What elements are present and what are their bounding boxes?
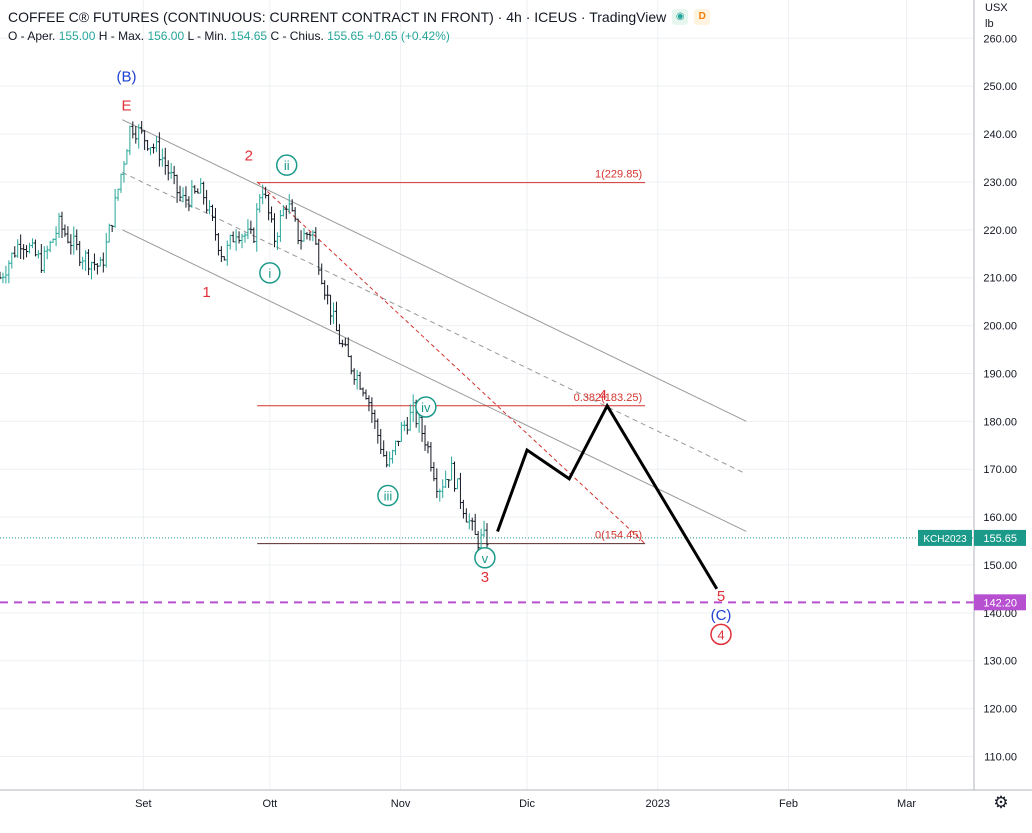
wave-label-circle xyxy=(474,547,496,569)
y-tick-label: 210.00 xyxy=(983,273,1017,285)
y-tick-label: 110.00 xyxy=(984,751,1017,763)
axis-unit-selector[interactable]: USX lb xyxy=(975,0,1032,32)
x-tick-label: Feb xyxy=(779,798,798,810)
y-tick-label: 250.00 xyxy=(983,81,1017,93)
wave-label: E xyxy=(121,97,131,114)
candles xyxy=(0,120,489,556)
fib-label: 0(154.45) xyxy=(595,530,642,542)
symbol-tag xyxy=(918,529,972,546)
time-axis-bg xyxy=(0,790,1032,833)
y-tick-label: 170.00 xyxy=(983,464,1017,476)
grid xyxy=(0,0,974,790)
y-tick-label: 240.00 xyxy=(983,129,1017,141)
symbol-label: KCH2023 xyxy=(923,534,967,545)
wave-label: iii xyxy=(384,489,393,504)
y-tick-label: 200.00 xyxy=(983,321,1017,333)
wave-label-circle xyxy=(275,154,298,176)
wave-labels: (B) E 2 ii 1 i iv iii v 3 4 5 (C) 4 xyxy=(116,69,732,646)
wave-label: 1 xyxy=(202,284,210,301)
x-tick-label: Nov xyxy=(391,798,411,810)
wave-label: 3 xyxy=(481,569,489,586)
y-tick-label: 120.00 xyxy=(983,704,1017,716)
gear-icon[interactable]: ⚙ xyxy=(993,793,1009,812)
y-tick-label: 130.00 xyxy=(983,656,1017,668)
y-tick-label: 160.00 xyxy=(983,512,1017,524)
wave-label: (C) xyxy=(711,607,732,624)
x-tick-label: Set xyxy=(135,798,152,810)
wave-label: 4 xyxy=(717,627,724,642)
wave-label-circle xyxy=(415,396,437,418)
wave-label: ii xyxy=(284,158,290,173)
y-tick-label: 150.00 xyxy=(983,560,1017,572)
y-tick-label: 230.00 xyxy=(983,177,1017,189)
channel-lines xyxy=(122,119,747,545)
wave-label: v xyxy=(482,551,489,566)
unit-label: lb xyxy=(985,18,994,30)
wave-label: 4 xyxy=(599,387,607,404)
x-tick-label: 2023 xyxy=(646,798,670,810)
target-price-label: 142.20 xyxy=(983,597,1017,609)
y-tick-label: 190.00 xyxy=(983,368,1017,380)
y-tick-label: 140.00 xyxy=(983,608,1017,620)
projection-path xyxy=(496,402,719,590)
price-axis-bg xyxy=(974,0,1032,833)
x-tick-label: Mar xyxy=(897,798,916,810)
channel-line xyxy=(122,229,747,532)
fib-label: 0.382(183.25) xyxy=(574,392,643,404)
projection-polyline xyxy=(496,402,719,590)
y-tick-label: 220.00 xyxy=(983,225,1017,237)
trend-dashed-line xyxy=(256,181,646,545)
currency-label: USX xyxy=(985,2,1008,14)
wave-label: i xyxy=(268,266,271,281)
wave-label: iv xyxy=(421,400,431,415)
last-price-label: 155.65 xyxy=(983,533,1017,545)
wave-label: 2 xyxy=(245,148,253,165)
channel-line xyxy=(122,171,747,475)
last-price-tag xyxy=(974,529,1026,546)
wave-label-circle xyxy=(710,623,732,646)
y-tick-label: 260.00 xyxy=(983,33,1017,45)
y-tick-label: 180.00 xyxy=(983,416,1017,428)
wave-label: 5 xyxy=(717,588,725,605)
x-tick-label: Dic xyxy=(519,798,535,810)
wave-label-circle xyxy=(377,484,399,507)
wave-label-circle xyxy=(259,262,281,284)
wave-label: (B) xyxy=(116,69,136,86)
x-tick-label: Ott xyxy=(263,798,278,810)
fib-label: 1(229.85) xyxy=(595,169,642,181)
channel-line xyxy=(122,119,747,422)
target-price-tag xyxy=(974,594,1026,611)
